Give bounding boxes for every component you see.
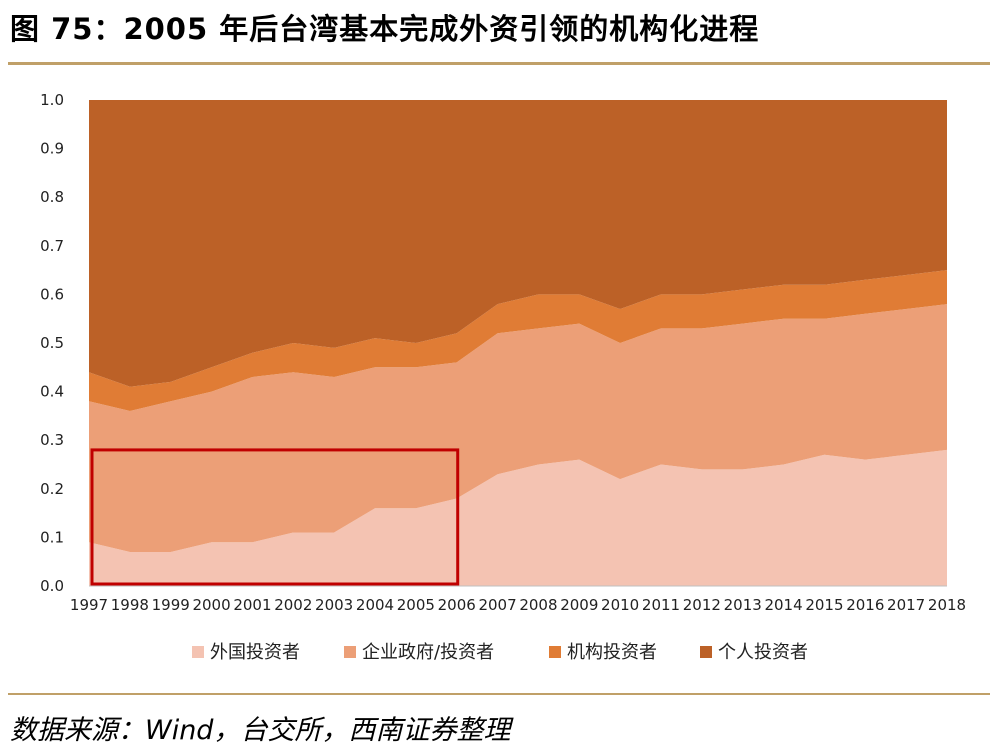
x-axis: 1997 1998 1999 2000 2001 2002 2003 2004 2005 2006… (70, 585, 966, 614)
y-tick-label: 0.1 (40, 528, 64, 546)
top-divider (8, 62, 990, 65)
series-foreign-legend-label: 外国投资者 (210, 642, 300, 663)
area-layers (89, 100, 947, 586)
x-tick-label: 1997 (70, 596, 108, 614)
series-foreign-legend-swatch (192, 646, 204, 658)
x-tick-label: 2012 (683, 596, 721, 614)
series-enterprise-gov-legend-label: 企业政府/投资者 (362, 642, 494, 663)
x-tick-label: 2009 (560, 596, 598, 614)
x-tick-label: 2014 (764, 596, 802, 614)
y-tick-label: 0.8 (40, 188, 64, 206)
series-enterprise-gov-legend-swatch (344, 646, 356, 658)
y-tick-label: 0.7 (40, 237, 64, 255)
x-tick-label: 2008 (519, 596, 557, 614)
bottom-divider (8, 693, 990, 695)
x-tick-label: 2002 (274, 596, 312, 614)
x-tick-label: 2001 (233, 596, 271, 614)
stacked-area-chart: 0.00.10.20.30.40.50.60.70.80.91.0 1997 19… (40, 91, 966, 663)
x-tick-label: 1998 (111, 596, 149, 614)
x-tick-label: 2015 (805, 596, 843, 614)
x-tick-label: 2004 (356, 596, 394, 614)
x-tick-label: 2018 (928, 596, 966, 614)
series-individual-legend-label: 个人投资者 (718, 642, 808, 663)
y-tick-label: 1.0 (40, 91, 64, 109)
x-tick-label: 2016 (846, 596, 884, 614)
highlight-box (90, 448, 460, 586)
x-tick-label: 2006 (438, 596, 476, 614)
series-institutional-legend-label: 机构投资者 (567, 642, 657, 663)
series-institutional-legend-swatch (549, 646, 561, 658)
series-institutional-area (89, 270, 947, 411)
x-tick-label: 2011 (642, 596, 680, 614)
y-tick-label: 0.4 (40, 383, 64, 401)
y-tick-label: 0.5 (40, 334, 64, 352)
x-tick-label: 2003 (315, 596, 353, 614)
x-tick-label: 2005 (397, 596, 435, 614)
y-tick-label: 0.9 (40, 140, 64, 158)
y-tick-label: 0.6 (40, 285, 64, 303)
source-note: 数据来源：Wind，台交所，西南证券整理 (10, 715, 511, 746)
series-individual-area (89, 100, 947, 387)
series-enterprise-gov-area (89, 304, 947, 552)
x-tick-label: 2017 (887, 596, 925, 614)
y-tick-label: 0.0 (40, 577, 64, 595)
series-foreign-area (89, 449, 947, 586)
y-tick-label: 0.3 (40, 431, 64, 449)
chart-title: 图 75：2005 年后台湾基本完成外资引领的机构化进程 (10, 12, 760, 46)
y-axis: 0.0 0.1 0.2 0.3 0.4 0.5 0.6 0.7 0.8 0.9 1.0 (40, 91, 64, 595)
x-tick-label: 2000 (192, 596, 230, 614)
y-tick-label: 0.2 (40, 480, 64, 498)
x-tick-label: 1999 (152, 596, 190, 614)
series-individual-legend-swatch (700, 646, 712, 658)
x-tick-label: 2007 (478, 596, 516, 614)
x-tick-label: 2013 (724, 596, 762, 614)
x-tick-label: 2010 (601, 596, 639, 614)
annotation-layer (90, 448, 460, 586)
legend: 外国投资者 企业政府/投资者 机构投资者 个人投资者 (192, 642, 808, 663)
